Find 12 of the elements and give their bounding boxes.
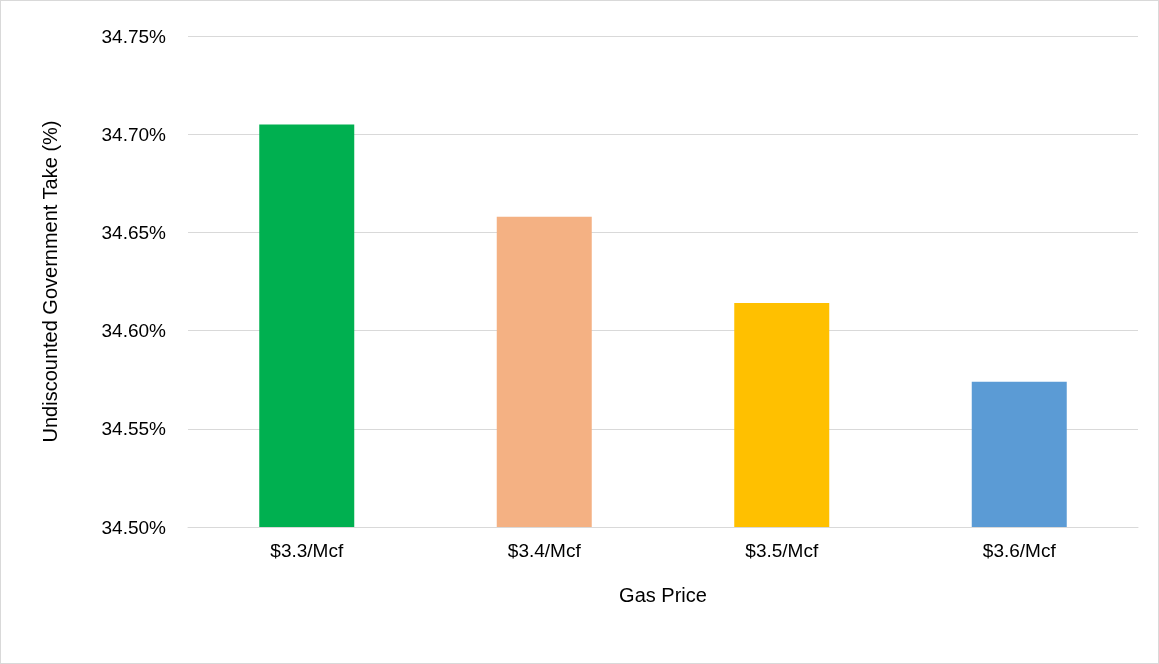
- y-tick-label: 34.75%: [101, 25, 167, 47]
- x-tick-label: $3.3/Mcf: [270, 540, 344, 561]
- y-tick-label: 34.50%: [101, 516, 167, 538]
- x-axis-title: Gas Price: [619, 584, 707, 606]
- y-axis-title: Undiscounted Government Take (%): [39, 120, 61, 443]
- y-tick-label: 34.70%: [101, 123, 167, 145]
- x-tick-label: $3.4/Mcf: [507, 540, 582, 561]
- y-tick-label: 34.65%: [101, 221, 167, 243]
- y-tick-label: 34.60%: [101, 320, 167, 342]
- x-tick-label: $3.6/Mcf: [982, 540, 1057, 561]
- y-tick-label: 34.55%: [101, 418, 167, 440]
- x-tick-label: $3.5/Mcf: [745, 540, 819, 561]
